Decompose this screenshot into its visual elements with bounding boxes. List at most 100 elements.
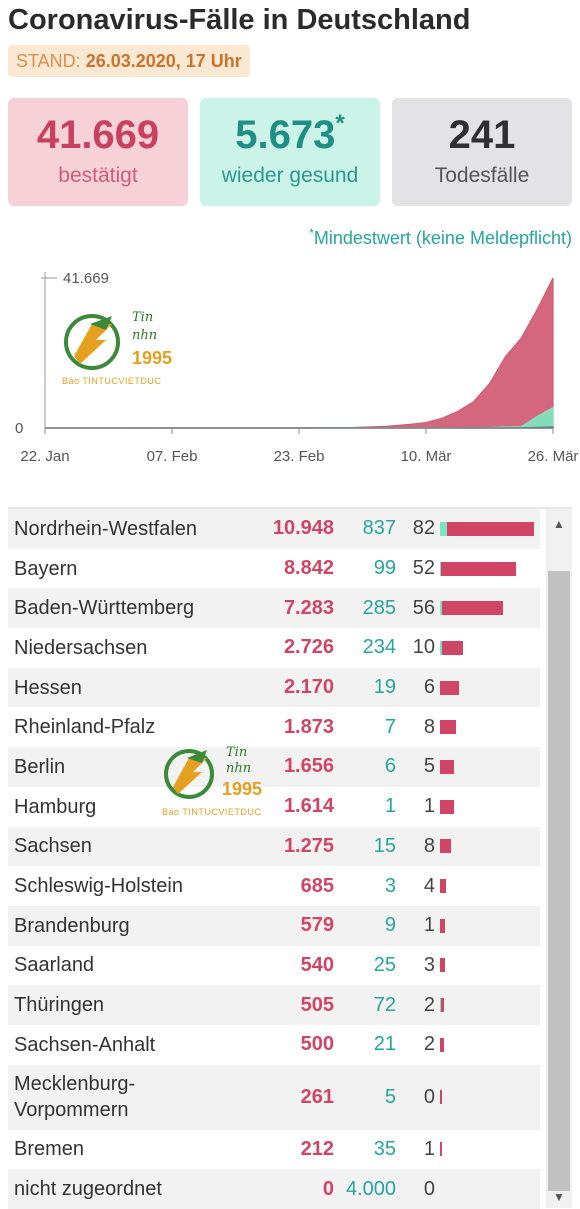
- confirmed-card: 41.669 bestätigt: [8, 98, 188, 206]
- cases-bar: [440, 759, 455, 774]
- state-deaths: 2: [423, 1033, 435, 1056]
- state-deaths: 6: [423, 676, 435, 699]
- state-deaths: 56: [412, 596, 435, 619]
- states-table: Nordrhein-Westfalen 10.948 837 82 Bayern 8.84…: [8, 507, 572, 1209]
- state-cases: 500: [300, 1033, 334, 1056]
- table-row[interactable]: Thüringen 505 72 2: [8, 985, 540, 1025]
- scroll-up-icon[interactable]: ▲: [553, 517, 565, 531]
- state-deaths: 1: [423, 795, 435, 818]
- state-name: Mecklenburg- Vorpommern: [14, 1073, 136, 1122]
- watermark-line2: nhn: [132, 328, 158, 343]
- x-tick-label-0: 22. Jan: [20, 448, 69, 465]
- cases-bar: [440, 799, 454, 814]
- state-recovered: 15: [373, 834, 396, 857]
- state-name: Bremen: [14, 1138, 85, 1161]
- state-bar: [440, 1169, 540, 1209]
- stand-value: 26.03.2020, 17 Uhr: [85, 51, 242, 71]
- table-row[interactable]: Niedersachsen 2.726 234 10: [8, 628, 540, 668]
- state-name: Thüringen: [14, 994, 105, 1017]
- deaths-count: 241: [448, 113, 516, 157]
- table-row[interactable]: Mecklenburg- Vorpommern 261 5 0: [8, 1064, 540, 1130]
- deaths-card: 241 Todesfälle: [392, 98, 572, 206]
- scroll-down-icon[interactable]: ▼: [553, 1190, 565, 1204]
- table-row[interactable]: Baden-Württemberg 7.283 285 56: [8, 588, 540, 629]
- scrollbar-thumb[interactable]: [548, 571, 570, 1191]
- state-deaths: 0: [423, 1085, 435, 1108]
- recovered-bar: [440, 998, 441, 1013]
- state-name: Saarland: [14, 954, 95, 977]
- cases-bar: [440, 879, 446, 894]
- y-tick-label-zero: 0: [15, 420, 23, 437]
- cases-bar: [440, 1090, 443, 1105]
- recovered-bar: [440, 601, 443, 616]
- state-cases: 261: [300, 1085, 334, 1108]
- watermark-line2: nhn: [226, 761, 252, 776]
- state-cases: 685: [300, 874, 334, 897]
- watermark-line1: Tin: [132, 310, 154, 325]
- table-row[interactable]: Rheinland-Pfalz 1.873 7 8: [8, 707, 540, 747]
- cases-bar: [440, 640, 464, 655]
- footnote-text: Mindestwert (keine Meldepflicht): [313, 228, 572, 248]
- state-recovered: 72: [373, 993, 396, 1016]
- cases-bar: [440, 561, 516, 576]
- recovered-bar: [440, 640, 442, 655]
- cases-bar: [440, 521, 534, 536]
- table-row[interactable]: Sachsen-Anhalt 500 21 2: [8, 1025, 540, 1065]
- recovered-label: wieder gesund: [221, 164, 359, 187]
- cases-bar: [440, 720, 457, 735]
- state-cases: 10.948: [272, 517, 334, 540]
- state-bar: [440, 985, 540, 1025]
- x-tick-label-1: 07. Feb: [147, 448, 198, 465]
- table-row[interactable]: Bayern 8.842 99 52: [8, 549, 540, 589]
- x-tick-label-3: 10. Mär: [401, 448, 452, 465]
- state-bar: [440, 1130, 540, 1170]
- state-name: Bayern: [14, 557, 78, 580]
- table-row[interactable]: Schleswig-Holstein 685 3 4: [8, 866, 540, 906]
- state-deaths: 8: [423, 715, 435, 738]
- cases-area-chart: 41.669 0 22. Jan 07. Feb 23. Feb 10. Mär 26. M…: [15, 270, 579, 465]
- recovered-count: 5.673: [235, 113, 336, 157]
- state-recovered: 19: [373, 676, 396, 699]
- state-deaths: 8: [423, 834, 435, 857]
- table-row[interactable]: Bremen 212 35 1: [8, 1130, 540, 1170]
- x-tick-label-2: 23. Feb: [274, 448, 325, 465]
- watermark-emblem-icon: [164, 749, 214, 799]
- state-deaths: 1: [423, 1137, 435, 1160]
- x-tick-label-4: 26. Mär: [528, 448, 579, 465]
- state-recovered: 285: [362, 596, 396, 619]
- state-cases: 0: [322, 1177, 334, 1200]
- state-name: nicht zugeordnet: [14, 1178, 162, 1201]
- table-row[interactable]: Hamburg 1.614 1 1: [8, 787, 540, 827]
- table-row[interactable]: Sachsen 1.275 15 8: [8, 826, 540, 867]
- table-row[interactable]: Hessen 2.170 19 6: [8, 667, 540, 708]
- state-bar: [440, 1025, 540, 1065]
- table-scrollbar[interactable]: ▲ ▼: [546, 509, 572, 1208]
- state-name: Sachsen-Anhalt: [14, 1033, 156, 1056]
- table-row[interactable]: Berlin 1.656 6 5: [8, 747, 540, 787]
- cases-bar: [440, 1142, 442, 1157]
- state-bar: [440, 628, 540, 668]
- state-cases: 1.275: [283, 834, 334, 857]
- state-bar: [440, 866, 540, 906]
- table-row[interactable]: Brandenburg 579 9 1: [8, 905, 540, 946]
- cases-bar: [440, 918, 445, 933]
- state-recovered: 3: [384, 874, 396, 897]
- state-cases: 1.656: [283, 755, 334, 778]
- state-cases: 7.283: [283, 596, 334, 619]
- state-name: Niedersachsen: [14, 636, 148, 659]
- watermark-sub: Báo TINTUCVIETDUC: [162, 807, 262, 817]
- table-row[interactable]: Nordrhein-Westfalen 10.948 837 82: [8, 509, 540, 549]
- table-row[interactable]: nicht zugeordnet 0 4.000 0: [8, 1169, 540, 1209]
- state-bar: [440, 509, 540, 549]
- state-cases: 2.170: [283, 676, 334, 699]
- state-cases: 212: [300, 1137, 334, 1160]
- state-name: Hamburg: [14, 795, 97, 818]
- state-cases: 540: [300, 953, 334, 976]
- watermark-line1: Tin: [226, 745, 248, 760]
- stand-badge: STAND: 26.03.2020, 17 Uhr: [8, 45, 250, 77]
- state-name: Berlin: [14, 755, 66, 778]
- state-recovered: 25: [373, 953, 396, 976]
- state-cases: 8.842: [283, 557, 334, 580]
- table-row[interactable]: Saarland 540 25 3: [8, 946, 540, 986]
- state-deaths: 52: [412, 557, 435, 580]
